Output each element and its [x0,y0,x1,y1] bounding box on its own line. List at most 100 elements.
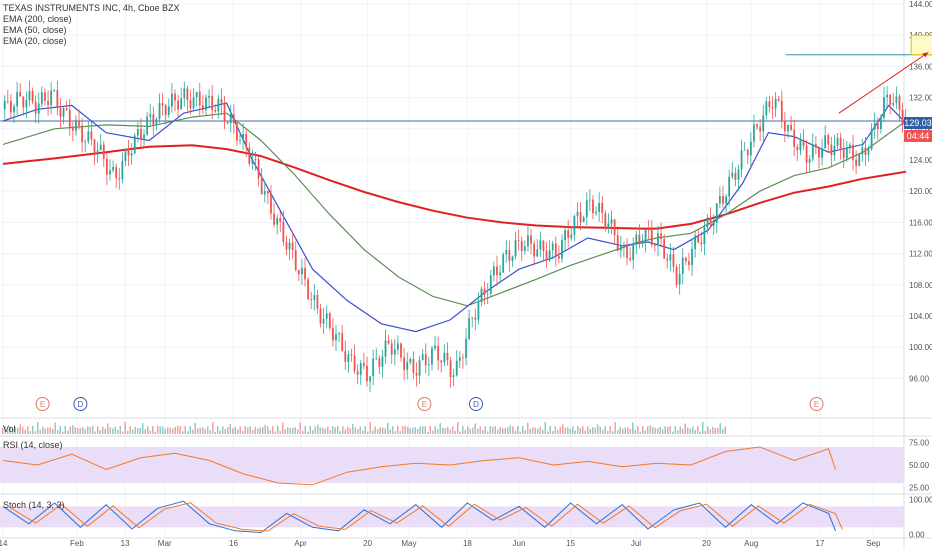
stoch-label[interactable]: Stoch (14, 3, 3) [3,500,65,510]
candle-body [505,250,508,255]
candle-body [527,235,529,247]
volume-label[interactable]: Vol [3,424,16,434]
volume-bar [364,426,366,434]
candle-body [34,101,37,114]
volume-bar [299,422,301,434]
volume-bar [92,426,94,434]
volume-bar [254,426,256,434]
volume-bar [724,426,726,434]
candle-body [294,249,297,271]
candle-body [666,258,669,261]
candle-body [551,243,554,251]
legend-ema-50[interactable]: EMA (50, close) [3,25,67,35]
candle-body [112,167,114,171]
candle-body [712,222,715,226]
volume-bar [354,427,356,434]
candle-body [115,167,118,179]
volume-bar [2,428,4,434]
volume-bar [422,426,424,434]
volume-bar [262,427,264,434]
y-tick-label: 104.00 [909,312,932,321]
event-marker-label: D [78,400,84,409]
candle-body [508,250,511,261]
candle-body [93,139,96,155]
volume-bar [74,427,76,434]
legend-ema-200[interactable]: EMA (200, close) [3,14,72,24]
candle-body [471,317,474,319]
volume-bar [59,426,61,434]
volume-bar [167,427,169,434]
candle-body [22,96,25,108]
candle-body [362,363,365,366]
candle-body [254,159,257,160]
volume-bar [522,426,524,434]
volume-bar [614,422,616,434]
candle-body [146,116,149,135]
ema-line-20 [2,102,907,333]
volume-bar [164,428,166,434]
candle-body [149,114,152,117]
candle-body [56,90,59,109]
candle-body [71,126,74,131]
y-tick-label: 120.00 [909,187,932,196]
volume-bar [517,426,519,434]
volume-bar [382,427,384,434]
volume-bar [467,426,469,434]
volume-bar [94,431,96,434]
candle-body [378,358,381,367]
candle-body [808,159,811,163]
rsi-label[interactable]: RSI (14, close) [3,440,63,450]
candle-body [672,254,675,267]
candle-body [842,149,845,159]
candle-body [561,240,563,259]
volume-bar [682,428,684,434]
volume-bar [174,426,176,434]
volume-bar [129,426,131,434]
candle-body [421,354,424,361]
event-marker-label: D [473,400,479,409]
candle-body [84,141,87,143]
candle-body [468,318,471,339]
candle-body [403,357,406,370]
candle-body [542,240,545,251]
candle-body [722,195,724,204]
volume-bar [482,430,484,434]
candle-body [3,100,6,110]
candle-body [180,98,183,110]
volume-bar [297,429,299,434]
candle-body [155,119,158,126]
volume-bar [429,426,431,434]
volume-bar [52,428,54,434]
volume-bar [317,424,319,434]
candle-body [248,147,251,164]
candle-body [641,242,644,244]
candle-body [830,144,833,156]
x-tick-label: Apr [294,539,307,548]
legend-ema-20[interactable]: EMA (20, close) [3,36,67,46]
x-tick-label: 16 [229,539,238,548]
volume-bar [79,428,81,434]
candle-body [431,348,433,365]
volume-bar [649,425,651,434]
candle-body [879,117,882,130]
volume-bar [269,430,271,434]
candle-body [898,96,901,110]
volume-bar [109,427,111,434]
candle-body [558,256,560,259]
volume-bar [24,429,26,434]
candle-body [867,149,870,155]
volume-bar [202,427,204,434]
candle-body [598,202,601,212]
volume-bar [567,427,569,434]
volume-bar [232,428,234,434]
candle-body [647,229,650,231]
candle-body [483,288,486,295]
candle-body [229,114,232,124]
volume-bar [549,426,551,434]
volume-bar [419,426,421,434]
volume-bar [204,428,206,434]
candle-body [13,106,15,113]
candle-body [393,349,396,355]
volume-bar [277,426,279,434]
